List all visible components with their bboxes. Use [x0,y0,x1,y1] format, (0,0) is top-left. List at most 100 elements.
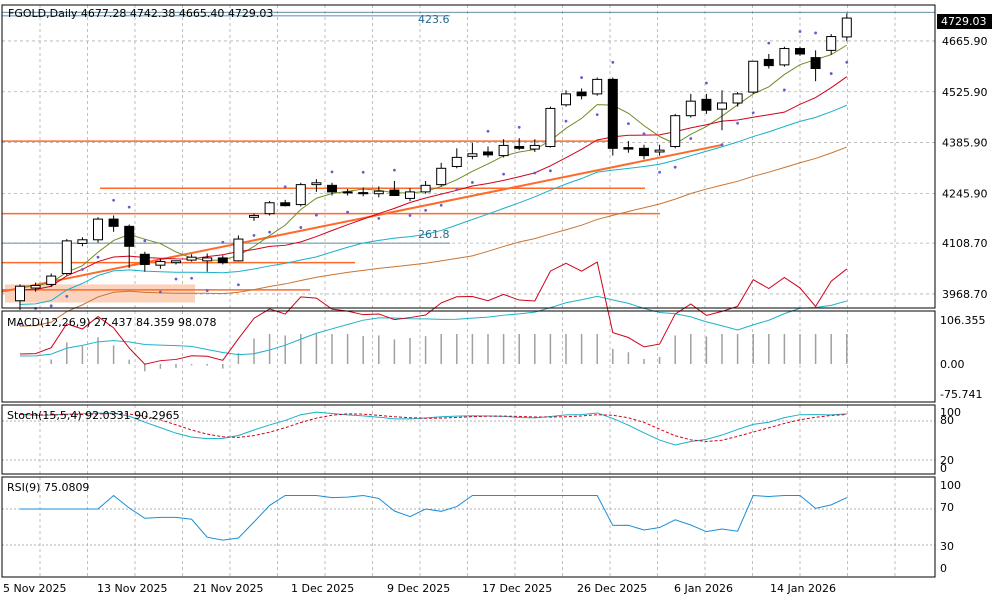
stoch-axis: 100 80 20 0 [940,406,961,475]
candle-body [342,191,353,194]
psar-dot [127,205,131,209]
stoch-title: Stoch(15,5,4) 92.0331 90.2965 [7,409,180,422]
macd-panel-frame [1,310,936,403]
candle-body [264,202,275,215]
candle-body [295,184,306,206]
macd-title: MACD(12,26,9) 27.437 84.359 98.078 [7,316,217,329]
candle-body [233,238,244,262]
psar-dot [751,111,755,115]
stoch-axis-label-80: 80 [940,414,954,427]
candle-body [171,260,181,264]
candle-body [358,192,369,195]
psar-dot [159,290,162,294]
candle-body [810,57,821,70]
candle-body [77,239,88,244]
psar-dot [564,119,568,123]
macd-main-line [19,261,848,365]
psar-dot [767,41,771,45]
rsi-axis-label-100: 100 [940,479,961,492]
candle-body [529,144,540,150]
macd-axis: 106.355 0.00 -75.741 [940,314,986,401]
candle-body [826,36,837,51]
psar-dot [18,322,22,326]
candle-body [654,149,665,153]
last-price-tag [937,14,992,29]
psar-dot [595,113,599,116]
candle-body [327,184,337,193]
psar-dot [174,277,178,281]
candle-body [748,60,759,93]
candle-body [155,261,166,266]
psar-dot [627,122,630,126]
candle-body [732,93,743,104]
psar-dot [330,170,334,174]
last-price-label: 4729.03 [941,15,987,28]
candle-body [420,184,431,193]
rsi-title: RSI(9) 75.0809 [7,481,89,494]
candle-body [685,100,696,117]
stoch-axis-label-100: 100 [940,406,961,419]
psar-dot [424,208,427,212]
psar-dot [689,137,693,140]
rsi-panel [2,494,935,546]
candle-body [763,58,774,67]
candle-body [670,115,681,148]
candle-body [124,225,135,247]
candle-body [514,146,525,149]
psar-dot [642,132,646,136]
psar-dot [845,60,849,64]
price-axis-label: 4665.90 [942,35,988,48]
psar-dot [252,234,256,237]
candle-body [841,17,852,38]
psar-dot [237,283,240,287]
date-axis-label: 5 Nov 2025 [3,582,66,595]
candle-body [623,147,634,150]
psar-dot [783,88,786,92]
sma-fast-line [19,44,848,287]
macd-axis-label-bottom: -75.741 [940,388,982,401]
date-axis-label: 1 Dec 2025 [291,582,354,595]
candle-body [46,275,57,285]
candle-body [30,285,41,289]
psar-dot [705,81,708,85]
candle-body [545,107,556,148]
candle-body [405,191,415,199]
psar-dot [377,216,381,220]
sma-slow-line [19,146,847,327]
psar-dot [221,240,225,244]
psar-dot [814,31,817,35]
candle-body [483,151,493,156]
date-axis-label: 9 Dec 2025 [387,582,450,595]
psar-dot [486,129,490,133]
price-axis-label: 4245.90 [942,187,988,200]
candle-body [373,190,384,195]
shaded-zone [5,284,195,303]
sma-cyan-line [19,104,847,305]
candle-body [576,91,587,97]
psar-dot [455,187,459,191]
psar-dot [96,255,100,259]
candle-body [701,98,712,111]
fib-label-mid: 261.8 [418,228,450,241]
price-panel [1,11,935,327]
psar-dot [283,185,287,189]
candle-body [717,102,727,110]
candle-body [795,48,805,55]
candle-body [389,189,400,197]
price-axis: 4665.90 4525.90 4385.90 4245.90 4108.70 3968.… [942,35,988,301]
date-axis-label: 14 Jan 2026 [770,582,836,595]
rsi-axis-label-70: 70 [940,501,954,514]
psar-dot [112,198,115,202]
psar-dot [517,125,521,129]
candle-body [93,218,103,241]
macd-panel [19,261,848,372]
psar-dot [205,289,209,292]
candle-body [15,285,25,302]
psar-dot [736,121,739,125]
psar-dot [408,214,412,217]
psar-dot [580,76,583,79]
date-axis-label: 26 Dec 2025 [577,582,647,595]
psar-dot [190,276,194,280]
psar-dot [346,210,349,214]
